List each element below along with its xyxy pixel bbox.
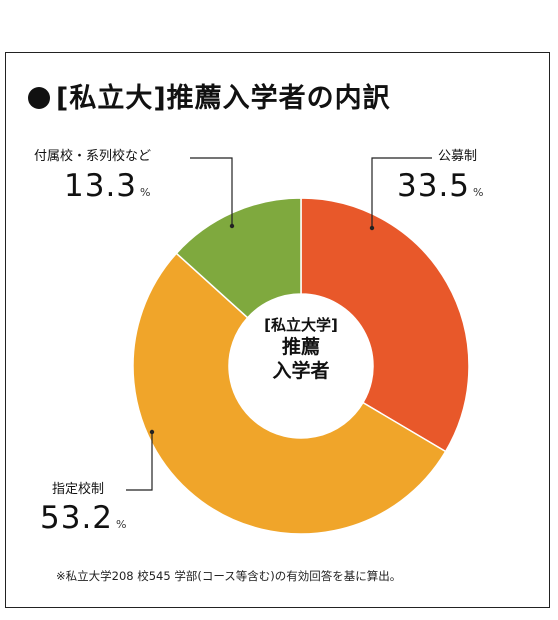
slice-value-fuzoku: 13.3%: [64, 168, 150, 204]
slice-fuzoku: [175, 197, 302, 319]
slice-name: 付属校・系列校など: [34, 149, 152, 164]
slice-name: 公募制: [438, 149, 478, 164]
center-label-line3: 入学者: [272, 360, 330, 382]
slice-value-shiteiko: 53.2%: [40, 500, 126, 536]
center-label-line2: 推薦: [281, 336, 320, 358]
slice-kobo: [300, 197, 470, 453]
center-label: [私立大学] 推薦 入学者: [246, 314, 356, 383]
percent-unit: %: [140, 186, 151, 199]
slice-name: 指定校制: [52, 482, 105, 497]
chart-title: [私立大]推薦入学者の内訳: [28, 76, 391, 115]
leader-line-fuzoku: [190, 157, 233, 226]
leader-line-shiteiko-anchor: [149, 429, 155, 435]
slice-value-kobo: 33.5%: [397, 168, 483, 204]
leader-line-fuzoku-anchor: [229, 223, 235, 229]
slice-label-fuzoku: 付属校・系列校など: [34, 145, 151, 164]
leader-line-shiteiko: [126, 432, 153, 491]
slice-shiteiko: [132, 252, 447, 535]
chart-title-text: [私立大]推薦入学者の内訳: [56, 83, 391, 114]
slice-value: 53.2: [40, 500, 114, 536]
percent-unit: %: [473, 186, 484, 199]
bullet-dot-icon: [28, 87, 50, 109]
footnote: ※私立大学208 校545 学部(コース等含む)の有効回答を基に算出。: [56, 569, 402, 583]
slice-label-kobo: 公募制: [438, 145, 477, 164]
leader-line-kobo-anchor: [369, 225, 375, 231]
slice-label-shiteiko: 指定校制: [52, 478, 104, 497]
leader-line-kobo: [371, 157, 432, 228]
percent-unit: %: [116, 518, 127, 531]
slice-value: 13.3: [64, 168, 138, 204]
center-label-line1: [私立大学]: [264, 316, 338, 334]
slice-value: 33.5: [397, 168, 471, 204]
